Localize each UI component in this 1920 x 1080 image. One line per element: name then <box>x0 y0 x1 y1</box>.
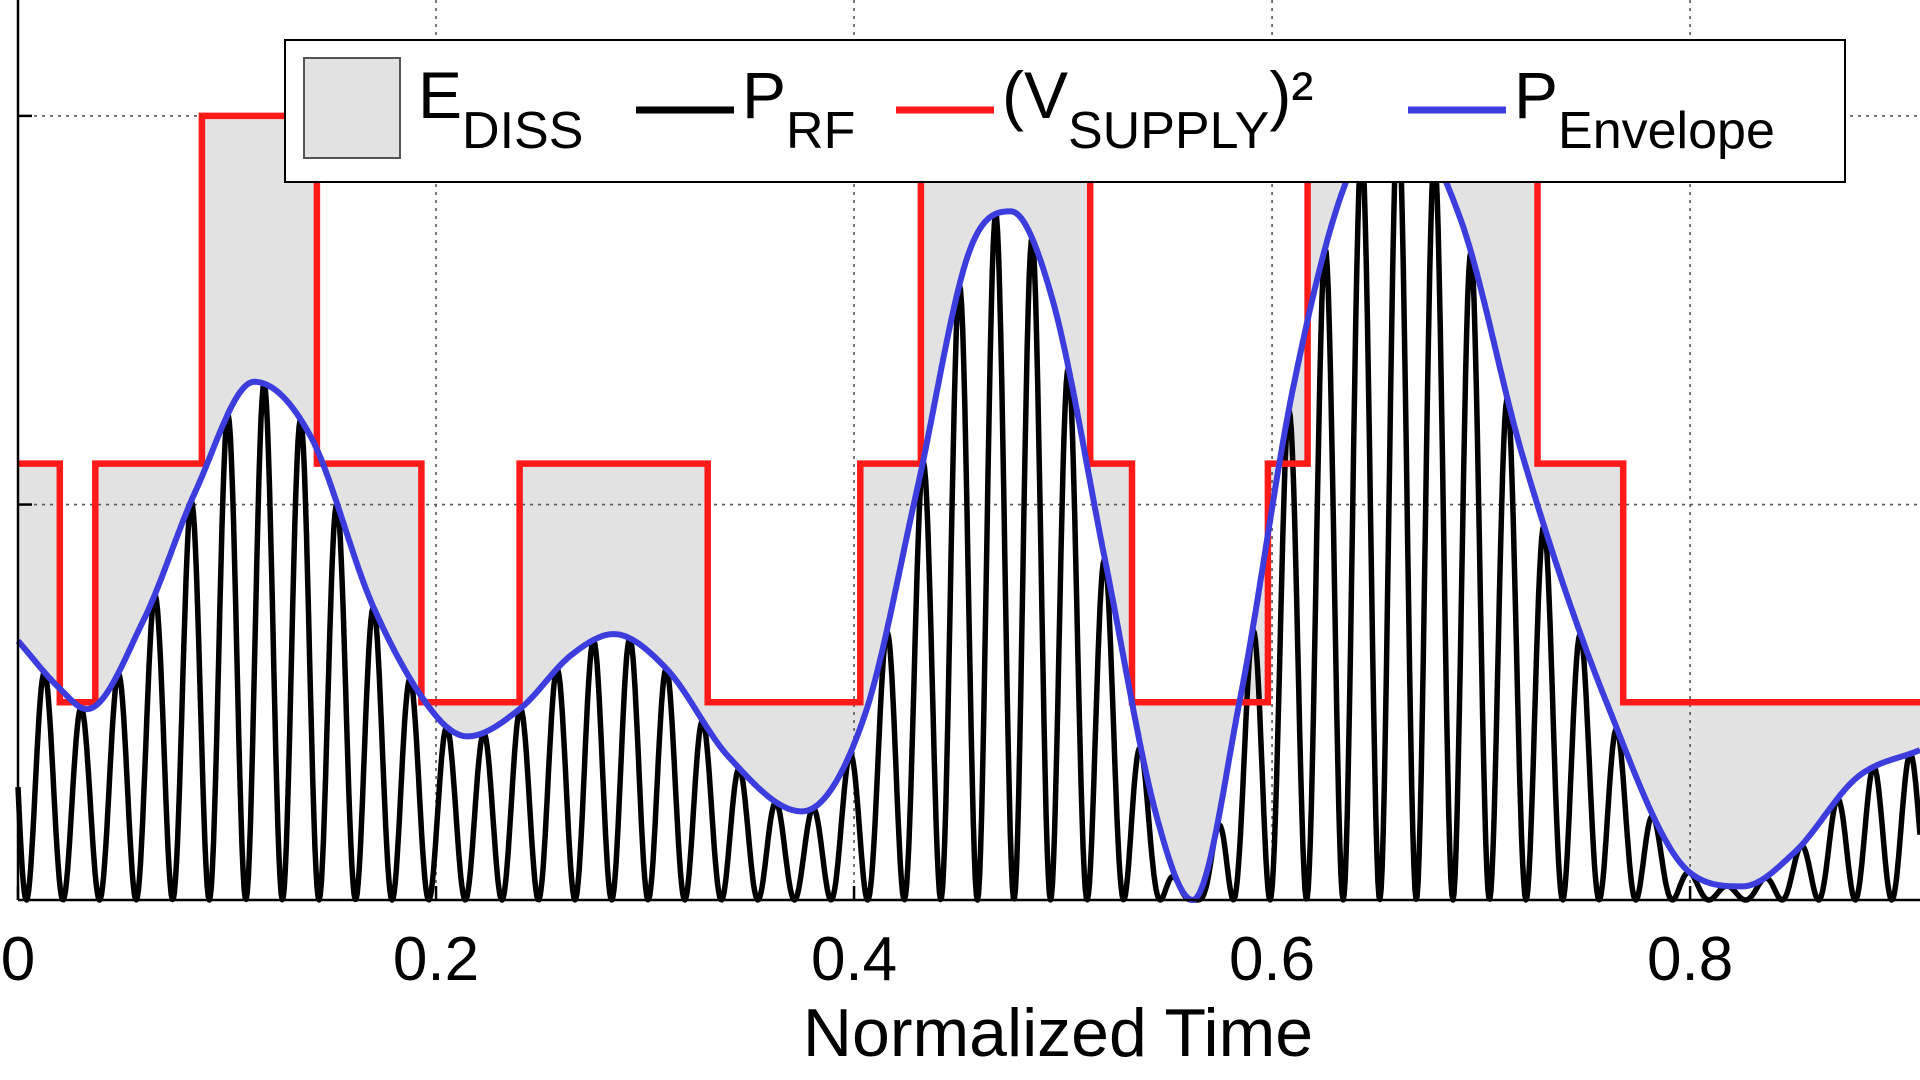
penvelope-line <box>15 112 1920 903</box>
legend-label-rf: PRF <box>742 58 855 160</box>
x-tick-label: 0 <box>1 925 35 994</box>
legend-label-ediss: EDISS <box>418 58 583 160</box>
x-tick-label: 0.6 <box>1229 925 1315 994</box>
x-tick-label: 0.8 <box>1647 925 1733 994</box>
legend-swatch-ediss <box>303 57 401 159</box>
legend-label-supply: (VSUPPLY)² <box>1002 58 1313 160</box>
legend-box <box>284 39 1846 183</box>
x-axis-label: Normalized Time <box>803 995 1313 1071</box>
legend: EDISS PRF (VSUPPLY)² PEnvelope <box>284 39 1846 183</box>
x-tick-label: 0.2 <box>393 925 479 994</box>
x-tick-label: 0.4 <box>811 925 897 994</box>
legend-label-envelope: PEnvelope <box>1514 58 1775 160</box>
prf-line <box>15 113 1920 903</box>
